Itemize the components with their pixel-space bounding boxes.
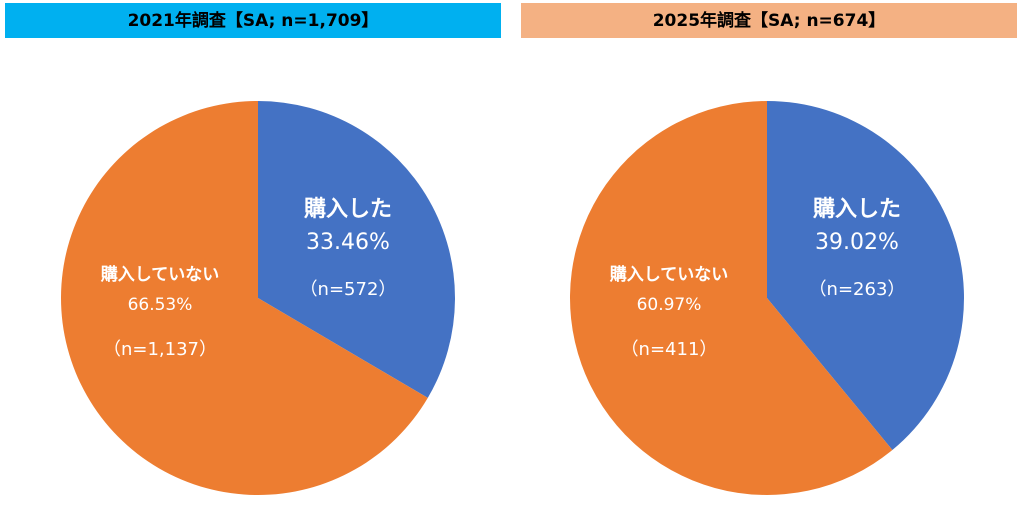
chart-title: 2025年調査【SA; n=674】 <box>653 10 886 31</box>
slice-count-label: （n=411） <box>621 339 718 360</box>
slice-value-label: 39.02% <box>815 230 899 255</box>
title-banner <box>521 3 1017 38</box>
slice-count-label: （n=572） <box>300 279 397 300</box>
pie-slice <box>60 101 428 495</box>
slice-value-label: 33.46% <box>306 230 390 255</box>
slice-value-label: 66.53% <box>128 295 193 315</box>
slice-value-label: 60.97% <box>637 295 702 315</box>
slice-category-label: 購入していない <box>610 264 729 285</box>
slice-count-label: （n=1,137） <box>103 339 217 360</box>
slice-count-label: （n=263） <box>809 279 906 300</box>
chart-title: 2021年調査【SA; n=1,709】 <box>128 10 379 31</box>
pie-slice <box>569 101 893 495</box>
slice-category-label: 購入していない <box>101 264 220 285</box>
slice-category-label: 購入した <box>304 197 392 222</box>
pie-slice <box>767 101 964 450</box>
slice-category-label: 購入した <box>813 197 901 222</box>
title-banner <box>5 3 501 38</box>
pie-slice <box>258 101 455 398</box>
